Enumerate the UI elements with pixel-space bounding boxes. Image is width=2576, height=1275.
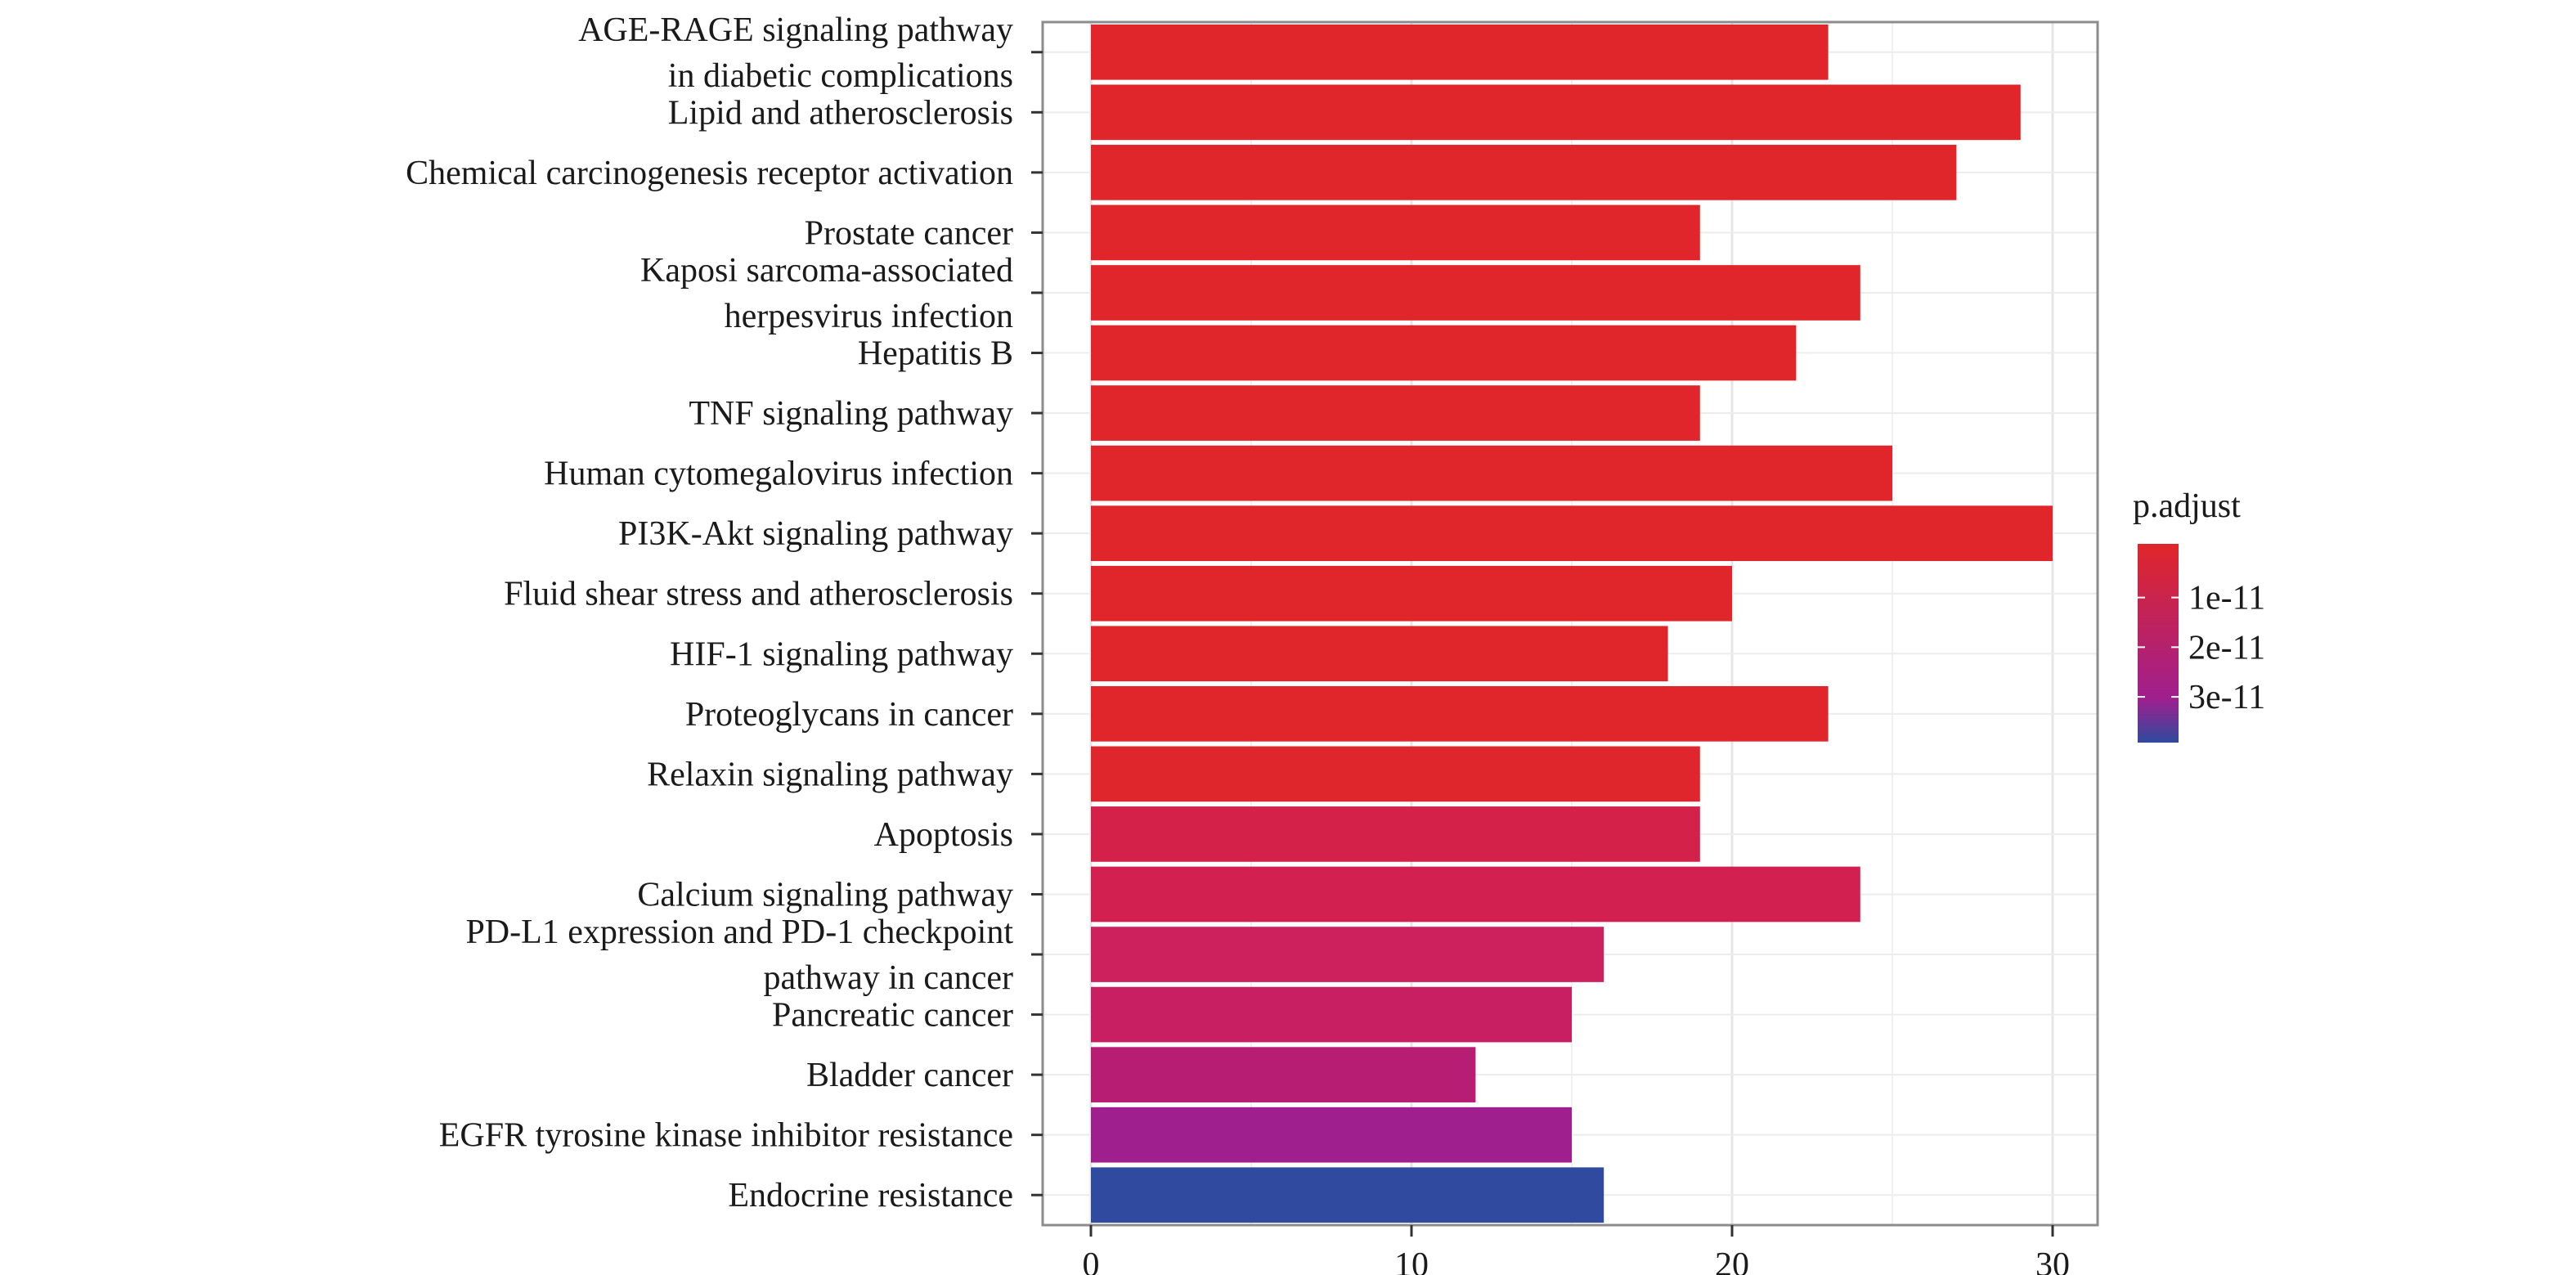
legend: p.adjust 1e-11 2e-11 3e-11: [2133, 487, 2265, 743]
category-label: Bladder cancer: [806, 1057, 1013, 1094]
category-label: TNF signaling pathway: [689, 395, 1013, 433]
bar: [1091, 24, 1829, 80]
bar: [1091, 986, 1572, 1043]
legend-colorbar: [2138, 544, 2179, 743]
category-label: Pancreatic cancer: [772, 997, 1013, 1035]
legend-tick-label: 1e-11: [2188, 580, 2265, 617]
bar: [1091, 445, 1892, 501]
bar: [1091, 325, 1797, 381]
legend-tick-label: 3e-11: [2188, 679, 2265, 716]
category-label: Chemical carcinogenesis receptor activat…: [406, 155, 1013, 192]
bar: [1091, 866, 1860, 923]
x-tick-label: 30: [2035, 1246, 2070, 1275]
bar: [1091, 385, 1700, 441]
category-label: Kaposi sarcoma-associated herpesvirus inf…: [640, 252, 1013, 335]
bar: [1091, 505, 2053, 562]
bar: [1091, 806, 1700, 862]
category-label: EGFR tyrosine kinase inhibitor resistanc…: [439, 1117, 1013, 1155]
bar: [1091, 204, 1700, 261]
x-tick-label: 0: [1083, 1246, 1100, 1275]
category-label: Proteoglycans in cancer: [685, 696, 1013, 734]
panel-border: [1041, 20, 2099, 1227]
category-label: Calcium signaling pathway: [637, 876, 1013, 914]
category-label: Endocrine resistance: [728, 1177, 1013, 1214]
category-label: Prostate cancer: [805, 214, 1013, 252]
bar: [1091, 265, 1860, 321]
x-tick-label: 20: [1715, 1246, 1749, 1275]
legend-ticks: 1e-11 2e-11 3e-11: [2138, 580, 2265, 716]
bar: [1091, 84, 2021, 141]
category-label: PI3K-Akt signaling pathway: [618, 515, 1013, 553]
plot-panel: [1043, 22, 2098, 1225]
x-tick-label: 10: [1394, 1246, 1429, 1275]
category-label: HIF-1 signaling pathway: [670, 635, 1013, 673]
bar: [1091, 685, 1829, 742]
bar: [1091, 1107, 1572, 1163]
bar: [1091, 1047, 1476, 1102]
category-label: Lipid and atherosclerosis: [668, 94, 1013, 132]
category-label: Hepatitis B: [858, 335, 1013, 373]
x-axis: 0 10 20 30: [1083, 1225, 2070, 1275]
category-labels: AGE-RAGE signaling pathway in diabetic co…: [406, 11, 1043, 1214]
bar: [1091, 626, 1668, 682]
category-label: Relaxin signaling pathway: [647, 756, 1013, 793]
legend-title: p.adjust: [2133, 487, 2241, 525]
bar: [1091, 145, 1957, 200]
bar: [1091, 927, 1604, 982]
category-label: Apoptosis: [874, 816, 1013, 854]
bar: [1091, 746, 1700, 802]
bar: [1091, 565, 1732, 622]
legend-tick-label: 2e-11: [2188, 629, 2265, 667]
bars: [1041, 20, 2099, 1227]
category-label: Human cytomegalovirus infection: [544, 456, 1013, 493]
bar: [1091, 1167, 1604, 1223]
category-label: Fluid shear stress and atherosclerosis: [504, 576, 1013, 613]
category-label: PD-L1 expression and PD-1 checkpoint path…: [465, 914, 1013, 997]
category-label: AGE-RAGE signaling pathway in diabetic co…: [578, 11, 1013, 95]
